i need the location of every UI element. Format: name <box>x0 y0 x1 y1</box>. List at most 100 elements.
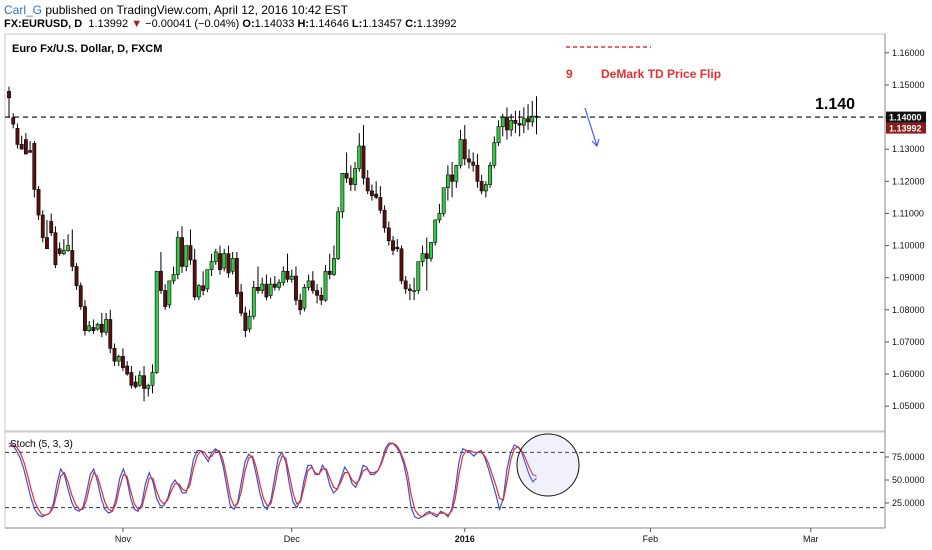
candle <box>306 274 311 291</box>
candle-body <box>49 221 54 234</box>
candle <box>441 187 446 217</box>
candle-body <box>243 312 248 331</box>
open-value: 1.14033 <box>254 18 295 30</box>
candle <box>395 239 400 252</box>
candle <box>323 264 328 302</box>
candle <box>112 343 117 367</box>
candle-body <box>353 168 357 185</box>
close-value: 1.13992 <box>416 18 457 30</box>
candle <box>285 253 290 283</box>
candle-body <box>302 287 307 309</box>
candle-body <box>36 189 41 216</box>
author-link[interactable]: Carl_G <box>4 3 43 17</box>
candle-body <box>323 270 328 301</box>
candle-body <box>201 285 206 291</box>
candle-body <box>247 315 252 330</box>
candle-body <box>239 291 244 314</box>
candle-body <box>272 283 277 288</box>
price-tag-label: 1.13992 <box>889 124 922 134</box>
candle-body <box>45 237 49 250</box>
candle <box>121 348 125 371</box>
candle-body <box>391 240 395 251</box>
change-arrow: ▼ <box>131 18 143 30</box>
candle-body <box>213 251 218 262</box>
candle-body <box>218 253 222 270</box>
candle-body <box>66 245 70 251</box>
candle <box>163 284 168 310</box>
candle-body <box>78 285 83 307</box>
time-tick-label: 2016 <box>455 534 475 544</box>
price-tick-label: 1.16000 <box>892 48 925 58</box>
candle <box>239 284 244 317</box>
price-tick-label: 1.15000 <box>892 80 925 90</box>
candle <box>129 366 134 389</box>
publish-text: published on TradingView.com, April 12, … <box>42 3 348 17</box>
candle-body <box>357 145 362 169</box>
candle-body <box>70 250 75 267</box>
candle <box>184 245 189 272</box>
candle <box>192 248 197 301</box>
candle-body <box>424 253 429 259</box>
candle <box>399 245 404 285</box>
candle-body <box>7 91 11 99</box>
candle-body <box>171 274 176 282</box>
high-value: 1.14646 <box>309 18 349 30</box>
candle <box>159 251 163 294</box>
candle-body <box>129 372 134 386</box>
candle-body <box>19 144 24 150</box>
candle-body <box>281 270 286 283</box>
candle-body <box>180 237 184 267</box>
candle-body <box>83 306 87 331</box>
candle <box>171 266 176 285</box>
candle <box>45 219 49 250</box>
candle <box>277 279 281 291</box>
candle <box>268 277 273 299</box>
candle-body <box>441 187 446 214</box>
candle <box>83 300 87 336</box>
candle-body <box>74 266 79 287</box>
candle-body <box>370 190 374 197</box>
time-tick-label: Dec <box>284 534 301 544</box>
oscillator-pane[interactable] <box>4 431 886 529</box>
candle-body <box>361 145 366 179</box>
price-tick-label: 1.13000 <box>892 144 925 154</box>
candle-body <box>11 117 16 125</box>
candle <box>416 261 421 294</box>
candle <box>57 242 62 256</box>
candle-body <box>53 232 58 266</box>
candle-body <box>298 299 303 311</box>
candle-body <box>95 323 100 330</box>
low-label: L: <box>351 18 363 30</box>
candle <box>222 248 227 272</box>
candle <box>61 239 66 256</box>
candle-body <box>378 197 383 211</box>
candle <box>19 135 24 150</box>
candle <box>429 242 433 262</box>
candle-body <box>15 128 20 145</box>
candle-body <box>289 275 294 280</box>
candle <box>433 219 438 246</box>
candle-body <box>112 348 117 362</box>
candle <box>125 361 130 376</box>
candle <box>36 186 41 220</box>
candle-body <box>420 253 425 262</box>
candle <box>505 107 509 140</box>
candle <box>87 321 92 333</box>
candle <box>209 253 214 277</box>
candle <box>201 271 206 296</box>
candle <box>70 229 75 272</box>
price-tick-label: 1.05000 <box>892 401 925 411</box>
candle <box>91 319 96 334</box>
candle-body <box>496 126 501 144</box>
price-pane[interactable] <box>4 33 886 432</box>
candle-body <box>23 139 28 155</box>
projection-arrow-icon <box>584 107 600 148</box>
candle <box>353 162 357 191</box>
candle-body <box>192 259 197 298</box>
candle-body <box>268 283 273 296</box>
time-tick-label: Nov <box>115 534 132 544</box>
candle <box>272 276 277 291</box>
candle-body <box>445 174 450 189</box>
candle <box>104 313 108 336</box>
